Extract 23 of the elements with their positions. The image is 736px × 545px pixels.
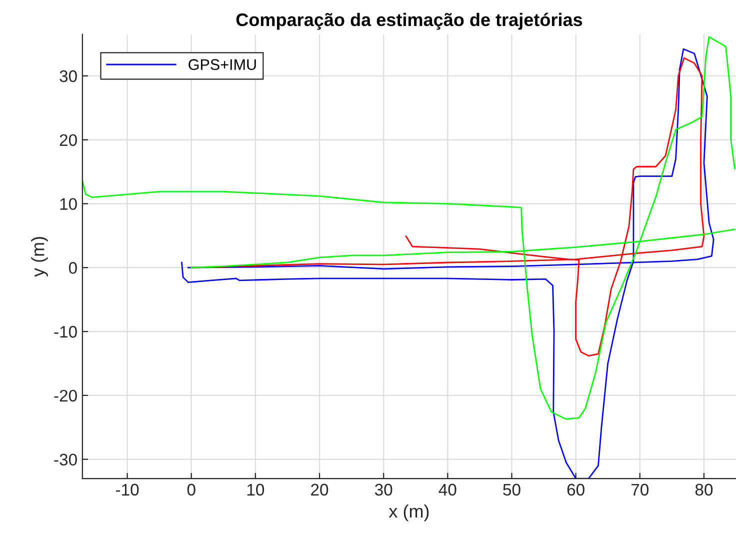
- x-tick-label: 80: [695, 484, 713, 496]
- y-tick-label: -20: [54, 390, 77, 402]
- x-tick-label: 70: [631, 484, 649, 496]
- x-axis-title: x (m): [388, 504, 429, 522]
- x-tick-label: 20: [311, 484, 328, 496]
- x-tick-label: 0: [187, 484, 196, 496]
- y-tick-label: 20: [60, 134, 77, 146]
- line-series: [181, 48, 714, 479]
- x-tick-label: 30: [374, 484, 392, 496]
- y-tick-label: -30: [54, 454, 77, 466]
- x-tick-label: -10: [116, 484, 139, 496]
- legend-label: GPS+IMU: [188, 59, 256, 70]
- x-tick-label: 50: [503, 484, 520, 496]
- line-series: [190, 57, 705, 356]
- y-tick-label: -10: [54, 326, 77, 338]
- chart-title: Comparação da estimação de trajetórias: [236, 12, 582, 30]
- x-tick-label: 60: [567, 484, 584, 496]
- x-tick-label: 10: [247, 484, 264, 496]
- y-axis-title: y (m): [31, 236, 48, 277]
- y-tick-label: 0: [68, 262, 77, 274]
- x-tick-label: 40: [438, 484, 456, 496]
- y-tick-label: 10: [60, 198, 77, 210]
- y-tick-label: 30: [60, 70, 77, 82]
